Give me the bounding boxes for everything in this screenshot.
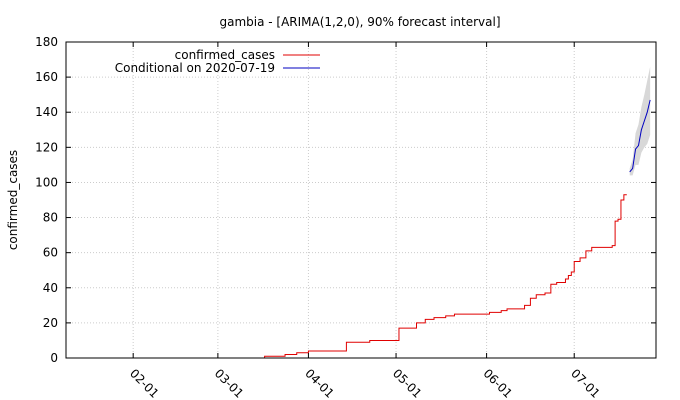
y-tick-label: 140 [35, 105, 58, 119]
chart-title: gambia - [ARIMA(1,2,0), 90% forecast int… [219, 15, 500, 29]
grid [66, 42, 656, 358]
y-tick-label: 20 [43, 316, 58, 330]
y-axis-label: confirmed_cases [6, 150, 20, 250]
y-tick-label: 60 [43, 246, 58, 260]
series-line-1 [629, 99, 651, 173]
y-tick-label: 120 [35, 140, 58, 154]
y-tick-label: 80 [43, 211, 58, 225]
y-tick-label: 100 [35, 175, 58, 189]
x-tick-label: 05-01 [390, 366, 425, 400]
x-tick-label: 02-01 [127, 366, 162, 400]
x-axis-ticks: 02-01 03-01 04-01 05-01 06-01 07-01 [127, 42, 603, 400]
series-layer [261, 99, 651, 359]
plot-frame [65, 41, 657, 359]
series-line-0 [261, 194, 627, 359]
y-tick-label: 160 [35, 70, 58, 84]
y-tick-label: 40 [43, 281, 58, 295]
legend: confirmed_cases Conditional on 2020-07-1… [115, 48, 320, 75]
x-tick-label: 04-01 [302, 366, 337, 400]
y-axis-ticks: 0 20 40 60 80 100 120 140 160 180 [35, 35, 656, 365]
legend-label-conditional: Conditional on 2020-07-19 [115, 61, 275, 75]
x-tick-label: 06-01 [480, 366, 515, 400]
x-tick-label: 03-01 [212, 366, 247, 400]
y-tick-label: 180 [35, 35, 58, 49]
forecast-interval-band [629, 66, 651, 176]
y-tick-label: 0 [50, 351, 58, 365]
legend-label-confirmed-cases: confirmed_cases [175, 48, 275, 62]
forecast-interval-layer [629, 66, 651, 176]
x-tick-label: 07-01 [568, 366, 603, 400]
